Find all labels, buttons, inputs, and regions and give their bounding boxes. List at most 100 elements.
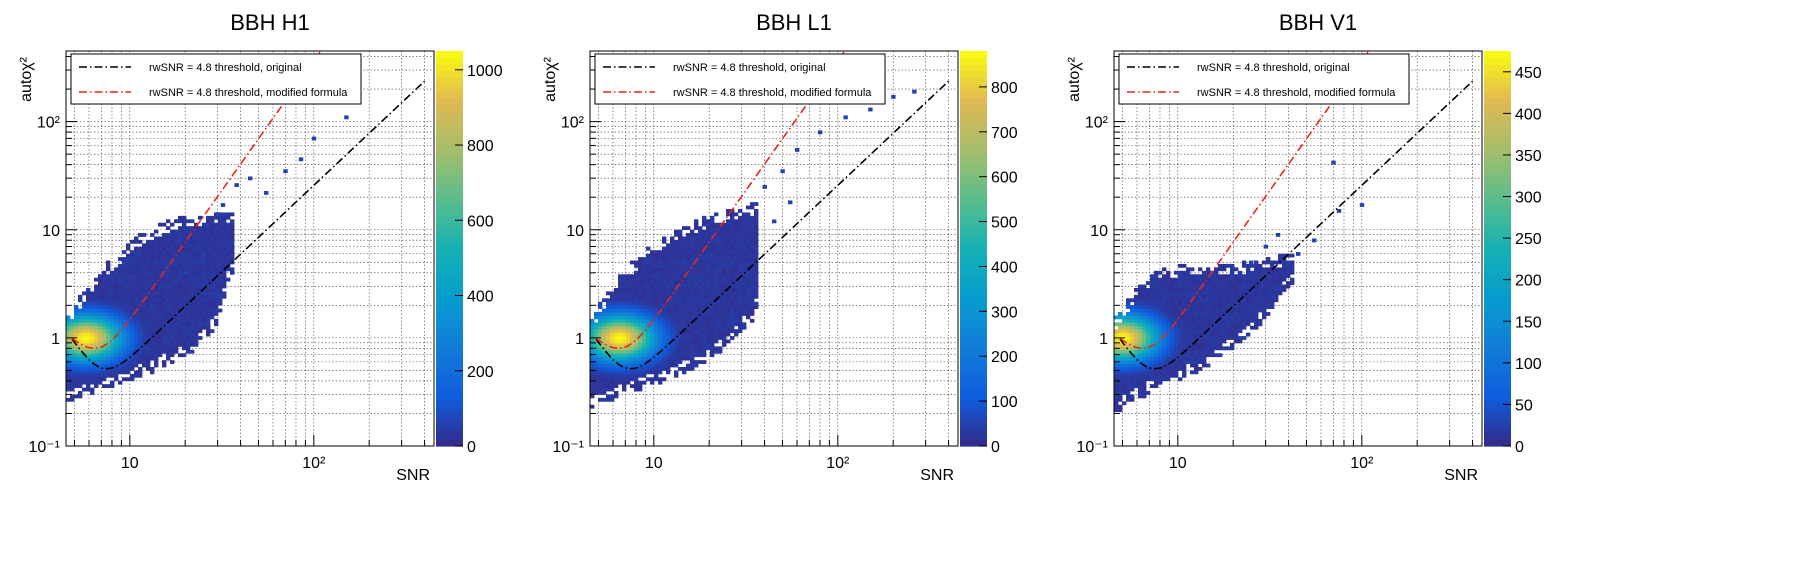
heatmap-cell [70,360,75,364]
heatmap-cell [690,243,695,248]
heatmap-cell [734,329,739,334]
heatmap-cell [122,270,127,275]
heatmap-cell [1150,318,1155,323]
heatmap-cell [102,353,107,358]
heatmap-cell [170,233,175,237]
heatmap-cell [1226,301,1231,306]
heatmap-cell [186,322,191,327]
heatmap-cell [130,305,135,309]
heatmap-cell [626,332,631,337]
heatmap-cell [202,281,207,285]
heatmap-cell [634,373,639,378]
heatmap-cell [1150,336,1155,340]
heatmap-cell [642,257,647,261]
heatmap-cell [750,229,755,234]
heatmap-cell [650,377,655,382]
heatmap-outlier-cell [772,219,777,224]
heatmap-cell [1214,315,1219,320]
heatmap-cell [1154,342,1159,347]
heatmap-cell [1286,274,1291,279]
heatmap-cell [686,236,691,241]
heatmap-cell [138,370,143,375]
heatmap-cell [1214,301,1219,306]
heatmap-cell [658,339,663,344]
heatmap-cell [650,325,655,330]
heatmap-cell [594,356,599,361]
heatmap-cell [118,312,123,316]
heatmap-cell [1130,339,1135,344]
heatmap-cell [702,253,707,258]
heatmap-cell [1150,353,1155,358]
heatmap-cell [142,360,147,364]
heatmap-cell [1218,305,1223,309]
heatmap-cell [1154,312,1159,316]
heatmap-cell [1174,305,1179,309]
heatmap-cell [598,384,603,388]
heatmap-cell [1130,370,1135,375]
heatmap-cell [734,229,739,234]
heatmap-cell [166,233,171,237]
heatmap-cell [1202,315,1207,320]
heatmap-cell [186,288,191,292]
heatmap-cell [606,332,611,337]
heatmap-cell [1266,305,1271,309]
heatmap-cell [154,315,159,320]
heatmap-cell [1250,288,1255,292]
heatmap-cell [606,394,611,399]
heatmap-cell [590,342,595,347]
heatmap-cell [1258,308,1263,313]
heatmap-cell [198,298,203,303]
heatmap-cell [154,353,159,358]
heatmap-cell [618,298,623,303]
heatmap-cell [1254,291,1259,296]
heatmap-cell [718,322,723,327]
heatmap-cell [182,253,187,258]
heatmap-cell [750,233,755,237]
heatmap-cell [1146,336,1151,340]
heatmap-cell [1254,294,1259,299]
heatmap-cell [98,346,103,351]
heatmap-cell [186,226,191,230]
heatmap-cell [102,277,107,282]
heatmap-cell [674,373,679,378]
heatmap-cell [210,219,215,224]
heatmap-cell [1250,308,1255,313]
heatmap-cell [666,277,671,282]
heatmap-cell [194,332,199,337]
heatmap-cell [78,312,83,316]
heatmap-cell [682,370,687,375]
heatmap-cell [1154,305,1159,309]
heatmap-cell [122,329,127,334]
heatmap-cell [1170,339,1175,344]
heatmap-cell [670,336,675,340]
heatmap-cell [1258,305,1263,309]
heatmap-cell [1158,370,1163,375]
heatmap-cell [634,370,639,375]
heatmap-cell [726,339,731,344]
heatmap-cell [642,305,647,309]
heatmap-cell [130,318,135,323]
heatmap-cell [1138,367,1143,371]
heatmap-cell [218,236,223,241]
heatmap-cell [1150,301,1155,306]
heatmap-cell [610,294,615,299]
heatmap-cell [1150,377,1155,382]
heatmap-cell [1122,315,1127,320]
heatmap-cell [1150,325,1155,330]
heatmap-cell [638,360,643,364]
heatmap-cell [222,281,227,285]
heatmap-cell [130,315,135,320]
heatmap-cell [602,370,607,375]
heatmap-cell [66,329,71,334]
heatmap-cell [594,367,599,371]
heatmap-cell [1138,387,1143,392]
heatmap-cell [74,332,79,337]
threshold-modified-curve [1119,51,1370,350]
heatmap-cell [138,267,143,272]
heatmap-cell [1162,301,1167,306]
heatmap-cell [186,239,191,244]
heatmap-cell [190,305,195,309]
heatmap-cell [1218,291,1223,296]
heatmap-cell [654,284,659,289]
heatmap-cell [206,250,211,255]
